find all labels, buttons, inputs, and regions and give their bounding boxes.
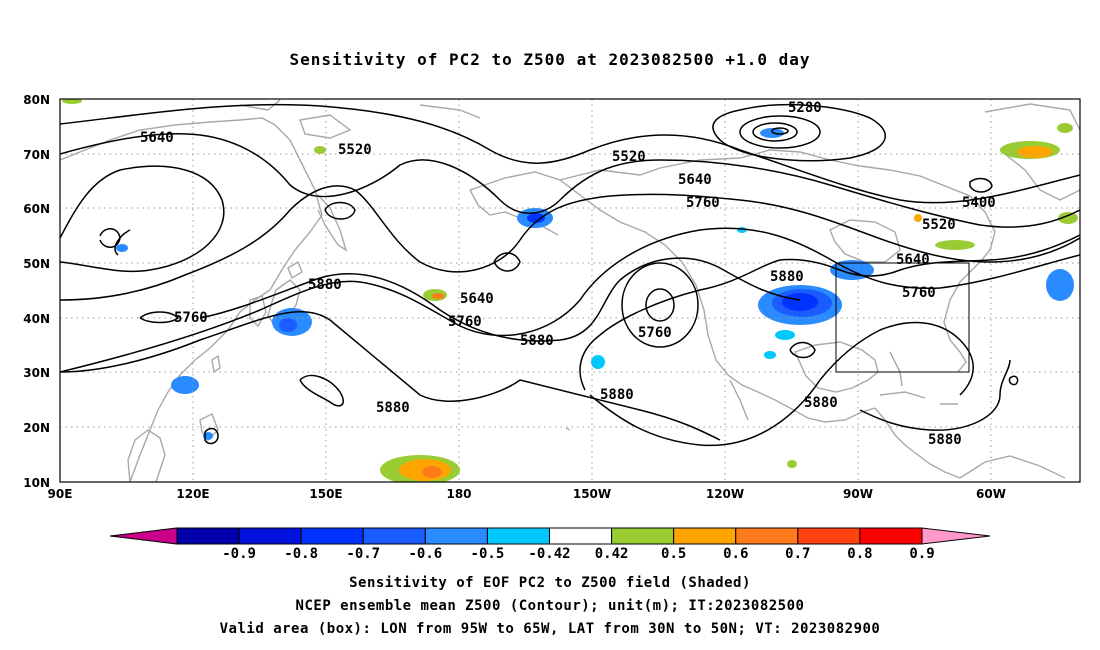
contour-label: 5640 bbox=[678, 172, 712, 188]
colorbar-label: -0.6 bbox=[408, 546, 442, 562]
lat-label: 20N bbox=[23, 421, 50, 435]
contour-label: 5400 bbox=[962, 195, 996, 211]
colorbar-label: -0.42 bbox=[528, 546, 570, 562]
colorbar-cell bbox=[362, 527, 426, 545]
colorbar-label: -0.8 bbox=[284, 546, 318, 562]
colorbar-cell bbox=[176, 527, 240, 545]
contour-label: 5880 bbox=[520, 333, 554, 349]
lon-label: 60W bbox=[976, 487, 1006, 501]
contour-label: 5880 bbox=[804, 395, 838, 411]
contour-label: 5760 bbox=[448, 314, 482, 330]
colorbar-cell bbox=[549, 527, 613, 545]
latitude-axis: 80N 70N 60N 50N 40N 30N 20N 10N bbox=[23, 93, 50, 490]
colorbar-label: -0.7 bbox=[346, 546, 380, 562]
lat-label: 70N bbox=[23, 148, 50, 162]
caption-valid-area: Valid area (box): LON from 95W to 65W, L… bbox=[219, 621, 881, 637]
lon-label: 150W bbox=[573, 487, 611, 501]
contour-label: 5760 bbox=[902, 285, 936, 301]
colorbar-high-triangle bbox=[921, 527, 991, 545]
colorbar-labels: -0.9 -0.8 -0.7 -0.6 -0.5 -0.42 0.42 0.5 0.6 0.7 0.… bbox=[222, 546, 934, 562]
lat-label: 10N bbox=[23, 476, 50, 490]
plot-frame bbox=[59, 98, 1081, 483]
colorbar-cell bbox=[486, 527, 550, 545]
grid-lines bbox=[60, 99, 1080, 482]
colorbar-cell bbox=[300, 527, 364, 545]
contour-label: 5880 bbox=[928, 432, 962, 448]
colorbar-cell bbox=[238, 527, 302, 545]
colorbar-cell bbox=[859, 527, 923, 545]
contour-label: 5640 bbox=[896, 252, 930, 268]
contour-label: 5520 bbox=[338, 142, 372, 158]
colorbar-cell bbox=[424, 527, 488, 545]
contour-label: 5760 bbox=[686, 195, 720, 211]
colorbar-label: -0.5 bbox=[471, 546, 505, 562]
colorbar-low-triangle bbox=[109, 527, 178, 545]
lon-label: 180 bbox=[446, 487, 471, 501]
contour-label: 5880 bbox=[770, 269, 804, 285]
colorbar-label: 0.5 bbox=[661, 546, 686, 562]
contour-label: 5280 bbox=[788, 100, 822, 116]
colorbar-label: 0.7 bbox=[785, 546, 810, 562]
lat-label: 60N bbox=[23, 202, 50, 216]
contour-label: 5520 bbox=[612, 149, 646, 165]
contour-label: 5640 bbox=[140, 130, 174, 146]
colorbar-cell bbox=[797, 527, 861, 545]
colorbar-label: -0.9 bbox=[222, 546, 256, 562]
lon-label: 90W bbox=[843, 487, 873, 501]
lon-label: 90E bbox=[48, 487, 73, 501]
lat-label: 30N bbox=[23, 366, 50, 380]
colorbar-cell bbox=[611, 527, 675, 545]
contour-label: 5880 bbox=[600, 387, 634, 403]
contour-labels: 5640 5520 5280 5520 5640 5760 5400 5520 … bbox=[140, 100, 996, 448]
contour-label: 5520 bbox=[922, 217, 956, 233]
z500-contours bbox=[60, 103, 1080, 447]
colorbar-cells bbox=[176, 527, 923, 545]
lon-label: 120E bbox=[176, 487, 209, 501]
sensitivity-shading bbox=[62, 99, 1078, 482]
caption-shading: Sensitivity of EOF PC2 to Z500 field (Sh… bbox=[349, 575, 751, 591]
longitude-axis: 90E 120E 150E 180 150W 120W 90W 60W bbox=[48, 487, 1006, 501]
lon-label: 120W bbox=[706, 487, 744, 501]
chart-title: Sensitivity of PC2 to Z500 at 2023082500… bbox=[289, 50, 811, 69]
colorbar-cell bbox=[735, 527, 799, 545]
contour-label: 5640 bbox=[460, 291, 494, 307]
colorbar-label: 0.8 bbox=[847, 546, 872, 562]
valid-area-box bbox=[835, 262, 970, 373]
caption-contour: NCEP ensemble mean Z500 (Contour); unit(… bbox=[295, 598, 805, 614]
colorbar-label: 0.42 bbox=[595, 546, 629, 562]
colorbar: -0.9 -0.8 -0.7 -0.6 -0.5 -0.42 0.42 0.5 0.6 0.7 0.… bbox=[109, 527, 991, 562]
colorbar-cell bbox=[673, 527, 737, 545]
colorbar-label: 0.6 bbox=[723, 546, 748, 562]
contour-label: 5760 bbox=[638, 325, 672, 341]
lat-label: 50N bbox=[23, 257, 50, 271]
colorbar-label: 0.9 bbox=[909, 546, 934, 562]
lon-label: 150E bbox=[309, 487, 342, 501]
lat-label: 40N bbox=[23, 312, 50, 326]
lat-label: 80N bbox=[23, 93, 50, 107]
contour-label: 5880 bbox=[376, 400, 410, 416]
contour-label: 5760 bbox=[174, 310, 208, 326]
contour-label: 5880 bbox=[308, 277, 342, 293]
